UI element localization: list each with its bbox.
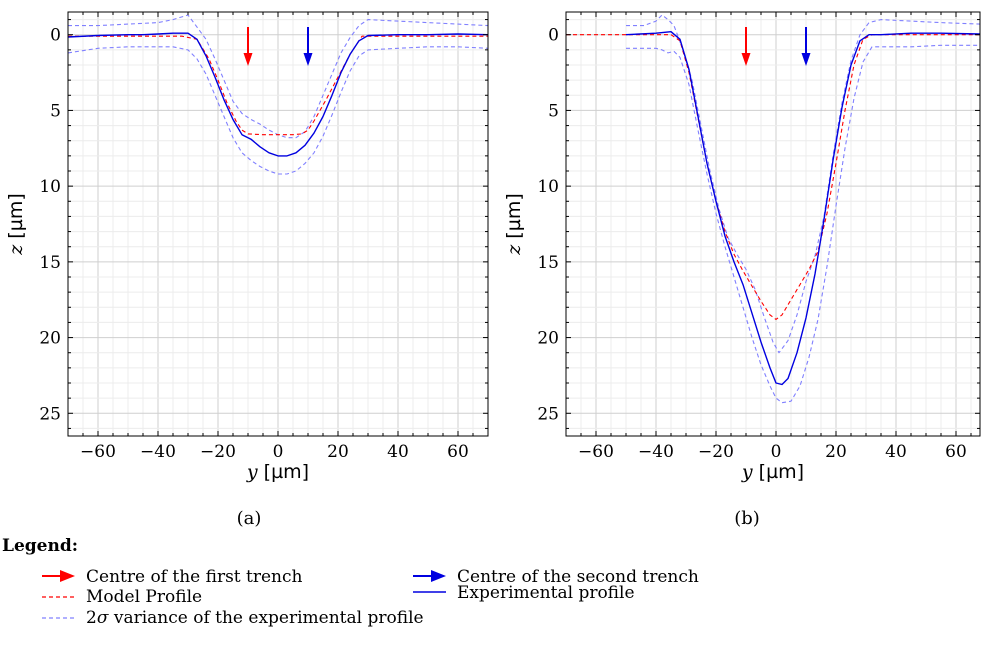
legend-item-second-trench: Centre of the second trench bbox=[413, 567, 699, 587]
series-experimental-line bbox=[68, 32, 488, 157]
legend-item-model: Model Profile bbox=[42, 587, 202, 607]
y-tick-label: 20 bbox=[537, 329, 559, 349]
legend-arrow-blue-icon bbox=[413, 570, 446, 582]
panel-b-series bbox=[566, 14, 980, 404]
panel-a-ylabel-unit: [µm] bbox=[5, 193, 27, 238]
x-tick-label: 60 bbox=[945, 442, 967, 462]
legend: Legend: Centre of the first trench Centr… bbox=[2, 536, 699, 628]
panel-b-ylabel-var: z bbox=[503, 244, 525, 256]
panel-a: −60 −40 −20 0 20 40 60 0 5 10 15 20 25 y [µm] z [µm]… bbox=[5, 11, 489, 529]
series-model-line bbox=[68, 35, 488, 136]
legend-variance-sigma: σ bbox=[97, 608, 109, 628]
x-tick-label: −20 bbox=[200, 442, 236, 462]
x-tick-label: −60 bbox=[80, 442, 116, 462]
x-tick-label: −40 bbox=[140, 442, 176, 462]
legend-label-variance: 2σ variance of the experimental profile bbox=[86, 608, 424, 628]
panel-a-xlabel-var: y bbox=[246, 461, 258, 483]
panel-a-arrows bbox=[243, 27, 313, 66]
panel-a-ticks: −60 −40 −20 0 20 40 60 0 5 10 15 20 25 bbox=[39, 12, 489, 462]
series-experimental-line bbox=[625, 31, 980, 386]
y-tick-label: 0 bbox=[548, 26, 559, 46]
legend-item-first-trench: Centre of the first trench bbox=[42, 567, 303, 587]
legend-label-model: Model Profile bbox=[86, 587, 202, 607]
x-tick-label: −40 bbox=[638, 442, 674, 462]
y-tick-label: 15 bbox=[39, 253, 61, 273]
arrow-second-trench-icon bbox=[303, 27, 313, 66]
panel-b: −60 −40 −20 0 20 40 60 0 5 10 15 20 25 y [µm] z [µm]… bbox=[503, 11, 981, 529]
x-tick-label: 60 bbox=[447, 442, 469, 462]
panel-a-ylabel: z [µm] bbox=[5, 193, 27, 255]
x-tick-label: 0 bbox=[273, 442, 284, 462]
legend-label-experimental: Experimental profile bbox=[457, 583, 635, 603]
y-tick-label: 0 bbox=[50, 26, 61, 46]
legend-variance-pre: 2 bbox=[86, 608, 97, 628]
panel-b-ylabel: z [µm] bbox=[503, 193, 525, 255]
legend-variance-post: variance of the experimental profile bbox=[108, 608, 423, 628]
panel-b-frame bbox=[565, 11, 981, 437]
y-tick-label: 20 bbox=[39, 329, 61, 349]
panel-b-xlabel-var: y bbox=[741, 461, 753, 483]
y-tick-label: 5 bbox=[50, 101, 61, 121]
x-tick-label: −60 bbox=[578, 442, 614, 462]
legend-item-experimental: Experimental profile bbox=[413, 583, 635, 603]
panel-b-ylabel-unit: [µm] bbox=[503, 193, 525, 238]
panel-a-xlabel: y [µm] bbox=[246, 461, 309, 483]
panel-b-grid bbox=[565, 12, 980, 436]
panel-a-caption: (a) bbox=[237, 508, 262, 529]
arrow-first-trench-icon bbox=[243, 27, 253, 66]
legend-label-second-trench: Centre of the second trench bbox=[457, 567, 699, 587]
panel-b-xlabel: y [µm] bbox=[741, 461, 804, 483]
y-tick-label: 5 bbox=[548, 101, 559, 121]
y-tick-label: 15 bbox=[537, 253, 559, 273]
panel-b-ticks: −60 −40 −20 0 20 40 60 0 5 10 15 20 25 bbox=[537, 12, 980, 462]
panel-a-series bbox=[68, 14, 488, 175]
x-tick-label: 20 bbox=[825, 442, 847, 462]
panel-b-caption: (b) bbox=[734, 508, 760, 529]
series-variance-lower-line bbox=[68, 46, 488, 175]
y-tick-label: 10 bbox=[537, 177, 559, 197]
panel-b-arrows bbox=[741, 27, 811, 66]
series-variance-lower-line bbox=[626, 44, 980, 404]
x-tick-label: −20 bbox=[698, 442, 734, 462]
x-tick-label: 0 bbox=[771, 442, 782, 462]
series-variance-upper-line bbox=[626, 14, 980, 354]
y-tick-label: 10 bbox=[39, 177, 61, 197]
x-tick-label: 40 bbox=[885, 442, 907, 462]
x-tick-label: 20 bbox=[327, 442, 349, 462]
y-tick-label: 25 bbox=[537, 404, 559, 424]
panel-b-xlabel-unit: [µm] bbox=[759, 461, 804, 483]
arrow-second-trench-icon bbox=[801, 27, 811, 66]
panel-a-grid bbox=[67, 12, 489, 436]
x-tick-label: 40 bbox=[387, 442, 409, 462]
legend-label-first-trench: Centre of the first trench bbox=[86, 567, 303, 587]
y-tick-label: 25 bbox=[39, 404, 61, 424]
panel-a-xlabel-unit: [µm] bbox=[264, 461, 309, 483]
panel-a-ylabel-var: z bbox=[5, 244, 27, 256]
arrow-first-trench-icon bbox=[741, 27, 751, 66]
legend-title: Legend: bbox=[2, 536, 78, 556]
legend-arrow-red-icon bbox=[42, 570, 75, 582]
legend-item-variance: 2σ variance of the experimental profile bbox=[42, 608, 424, 628]
